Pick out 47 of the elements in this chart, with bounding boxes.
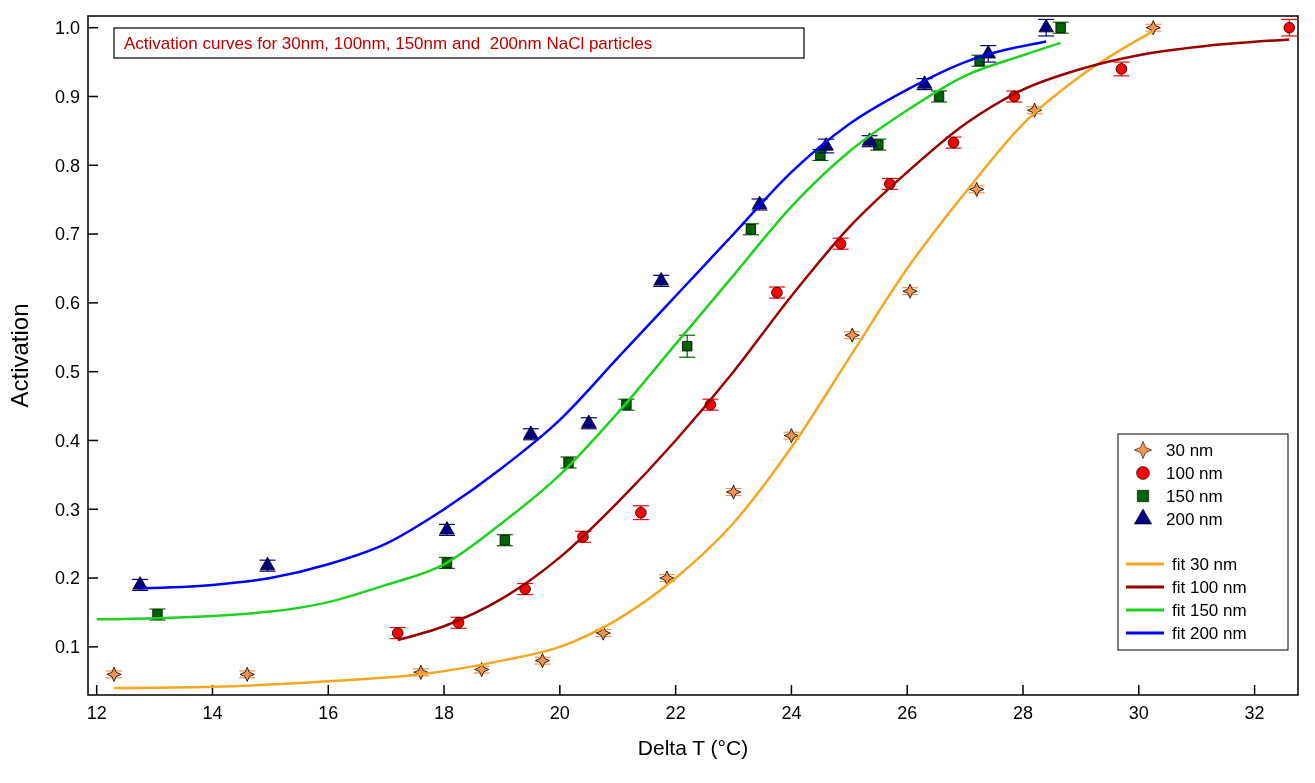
x-tick-label: 26 — [897, 703, 918, 723]
point — [969, 181, 985, 197]
point — [239, 666, 255, 682]
legend-label: fit 150 nm — [1172, 600, 1247, 620]
point — [902, 283, 918, 299]
point — [726, 484, 742, 500]
y-tick-label: 0.8 — [54, 155, 80, 176]
legend-label: fit 30 nm — [1172, 554, 1238, 574]
point — [595, 625, 611, 641]
y-tick-label: 0.1 — [54, 637, 80, 658]
x-axis-title: Delta T (°C) — [637, 736, 749, 759]
y-axis-title: Activation — [6, 303, 33, 408]
y-tick-label: 0.5 — [54, 361, 80, 382]
x-tick-label: 24 — [781, 703, 802, 723]
x-tick-label: 32 — [1244, 703, 1265, 723]
point — [682, 341, 693, 352]
x-tick-label: 30 — [1128, 703, 1149, 723]
point — [534, 653, 550, 669]
point — [1145, 20, 1161, 36]
x-tick-label: 14 — [202, 703, 223, 723]
point — [1055, 22, 1066, 33]
x-tick-label: 12 — [86, 703, 107, 723]
y-tick-label: 0.2 — [54, 568, 80, 589]
x-tick-label: 16 — [318, 703, 339, 723]
point — [783, 428, 799, 444]
legend-label: fit 100 nm — [1172, 577, 1247, 597]
point — [659, 570, 675, 586]
y-tick-label: 0.9 — [54, 86, 80, 107]
point — [1038, 18, 1054, 33]
point — [499, 535, 510, 546]
legend-label: fit 200 nm — [1172, 623, 1247, 643]
legend-label: 200 nm — [1166, 509, 1223, 529]
text: Activation curves for 30nm, 100nm, 150nm and 200nm NaCl particles — [124, 34, 653, 53]
point — [106, 666, 122, 682]
y-tick-label: 1.0 — [54, 18, 80, 38]
legend-label: 100 nm — [1166, 463, 1223, 483]
x-tick-label: 18 — [434, 703, 455, 723]
x-tick-label: 22 — [665, 703, 686, 723]
y-tick-label: 0.4 — [54, 430, 80, 451]
x-tick-label: 20 — [549, 703, 570, 723]
y-tick-label: 0.3 — [54, 499, 80, 520]
x-tick-label: 28 — [1012, 703, 1034, 723]
legend-label: 150 nm — [1166, 486, 1223, 506]
legend-label: 30 nm — [1166, 440, 1214, 460]
y-tick-label: 0.6 — [54, 293, 80, 314]
y-tick-label: 0.7 — [54, 224, 80, 245]
point — [844, 327, 860, 343]
